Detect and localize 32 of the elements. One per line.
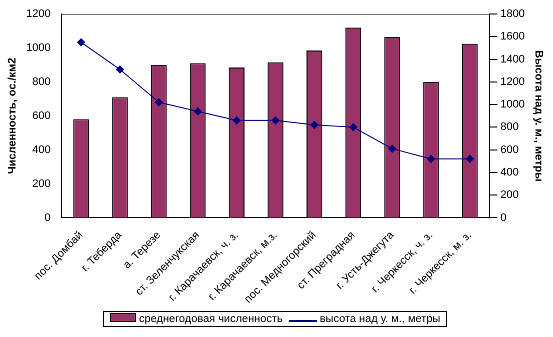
point (466, 154, 474, 163)
y-tick-label: 0 (44, 212, 51, 224)
legend-label: высота над у. м., метры (318, 313, 440, 325)
y-tick-label: 400 (32, 144, 51, 156)
point (349, 123, 358, 132)
y-axis-title: Численность, ос./км2 (6, 58, 19, 174)
point (116, 65, 124, 74)
point (77, 38, 86, 46)
point (388, 144, 396, 153)
point (310, 120, 318, 129)
y2-tick-label: 1600 (500, 30, 525, 43)
y-tick-label: 1200 (26, 8, 51, 20)
y-tick-label: 600 (32, 110, 51, 122)
y-tick-label: 1000 (26, 42, 51, 54)
point (272, 116, 280, 124)
y2-tick-label: 1800 (500, 8, 525, 20)
y2-tick-label: 600 (500, 144, 519, 156)
y2-axis-title: Высота над у. м., метры (532, 50, 544, 182)
point (232, 116, 241, 124)
y-tick-label: 800 (32, 76, 51, 88)
point (427, 154, 436, 163)
legend-label: среднегодовая численность (138, 313, 283, 325)
y2-tick-label: 200 (500, 189, 519, 202)
y2-tick-label: 1400 (500, 53, 525, 66)
point (194, 107, 202, 116)
y2-tick-label: 0 (500, 212, 506, 224)
y-tick-label: 200 (32, 178, 51, 190)
y2-tick-label: 400 (500, 166, 519, 178)
point (154, 98, 163, 106)
y2-tick-label: 1200 (500, 76, 525, 88)
y2-tick-label: 800 (500, 121, 519, 134)
y2-tick-label: 1000 (500, 98, 525, 111)
